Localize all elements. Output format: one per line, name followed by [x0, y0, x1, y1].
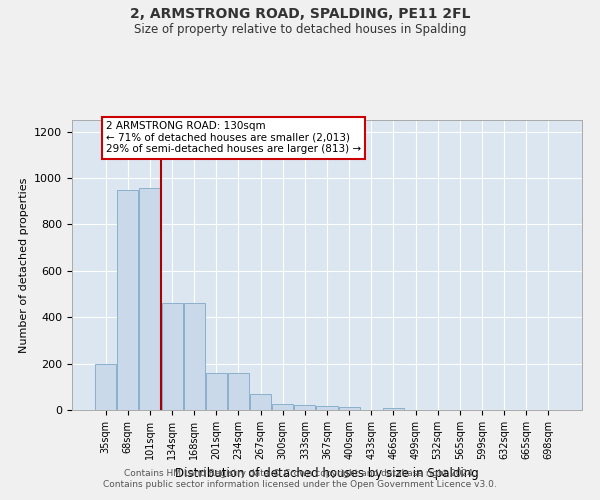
- X-axis label: Distribution of detached houses by size in Spalding: Distribution of detached houses by size …: [175, 468, 479, 480]
- Bar: [250, 394, 271, 410]
- Bar: [228, 373, 249, 410]
- Text: Contains public sector information licensed under the Open Government Licence v3: Contains public sector information licen…: [103, 480, 497, 489]
- Text: Size of property relative to detached houses in Spalding: Size of property relative to detached ho…: [134, 22, 466, 36]
- Bar: [272, 404, 293, 410]
- Bar: [295, 406, 316, 410]
- Bar: [206, 373, 227, 410]
- Bar: [95, 364, 116, 410]
- Bar: [383, 408, 404, 410]
- Y-axis label: Number of detached properties: Number of detached properties: [19, 178, 29, 352]
- Bar: [161, 304, 182, 410]
- Bar: [139, 188, 160, 410]
- Text: Contains HM Land Registry data © Crown copyright and database right 2024.: Contains HM Land Registry data © Crown c…: [124, 468, 476, 477]
- Text: 2 ARMSTRONG ROAD: 130sqm
← 71% of detached houses are smaller (2,013)
29% of sem: 2 ARMSTRONG ROAD: 130sqm ← 71% of detach…: [106, 121, 361, 154]
- Text: 2, ARMSTRONG ROAD, SPALDING, PE11 2FL: 2, ARMSTRONG ROAD, SPALDING, PE11 2FL: [130, 8, 470, 22]
- Bar: [118, 190, 139, 410]
- Bar: [184, 304, 205, 410]
- Bar: [338, 407, 359, 410]
- Bar: [316, 406, 338, 410]
